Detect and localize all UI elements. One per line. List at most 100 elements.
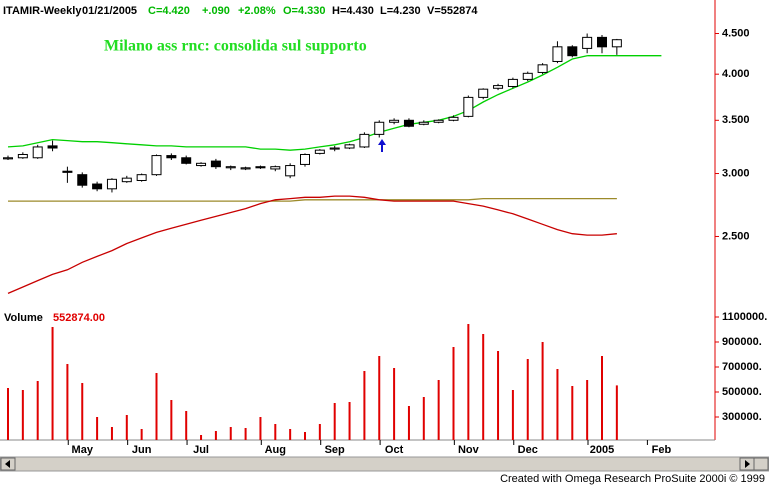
- candle-body: [493, 85, 504, 89]
- header-change: +.090: [202, 5, 230, 17]
- volume-bar: [601, 356, 603, 440]
- y-tick-label: 4.000: [722, 68, 750, 80]
- candle-body: [77, 174, 88, 186]
- volume-bar: [541, 342, 544, 440]
- candle-body: [151, 155, 162, 176]
- volume-bar: [497, 351, 500, 440]
- candle-body: [92, 183, 103, 190]
- y-tick-label: 900000.: [722, 336, 762, 348]
- candle-body: [389, 119, 400, 123]
- footer: Created with Omega Research ProSuite 200…: [500, 473, 765, 485]
- candle-body: [403, 119, 414, 127]
- candle-body: [597, 36, 607, 48]
- y-tick-label: 4.500: [722, 27, 750, 39]
- candle-body: [106, 178, 117, 190]
- candle-body: [537, 64, 548, 73]
- candle-body: [359, 133, 370, 148]
- candle-body: [166, 155, 177, 159]
- candle-body: [522, 72, 533, 80]
- volume-bar: [407, 406, 410, 440]
- volume-bar: [363, 371, 366, 440]
- candle-body: [47, 145, 58, 149]
- candle-body: [121, 177, 132, 183]
- volume-bar: [571, 386, 574, 440]
- candle-body: [17, 153, 28, 159]
- header-volume: V=552874: [427, 5, 478, 17]
- scrollbar[interactable]: [0, 456, 769, 472]
- y-tick-label: 3.500: [722, 114, 750, 126]
- candle-body: [582, 36, 593, 49]
- volume-bar: [348, 402, 351, 440]
- volume-bar: [259, 417, 262, 440]
- volume-bar: [214, 431, 217, 440]
- volume-bar: [452, 347, 455, 440]
- candle-body: [270, 166, 281, 170]
- candle-body: [374, 121, 385, 135]
- x-tick-label: Jul: [193, 444, 209, 456]
- candle-body: [255, 166, 266, 169]
- x-tick-label: Oct: [385, 444, 404, 456]
- volume-bar: [244, 428, 247, 440]
- support-arrow: [378, 139, 386, 152]
- y-tick-label: 700000.: [722, 361, 762, 373]
- y-tick-label: 300000.: [722, 411, 762, 423]
- volume-bar: [140, 429, 143, 440]
- candle-body: [32, 146, 43, 159]
- volume-value: 552874.00: [53, 312, 105, 324]
- x-tick-label: Dec: [518, 444, 538, 456]
- y-tick-label: 2.500: [722, 230, 750, 242]
- volume-bar: [304, 432, 306, 440]
- volume-bar: [511, 390, 514, 440]
- candle-body: [196, 162, 207, 167]
- candle-body: [181, 157, 192, 164]
- header-symbol: ITAMIR-Weekly: [3, 5, 82, 17]
- y-tick-label: 3.000: [722, 167, 750, 179]
- annotation: Milano ass rnc: consolida sul supporto: [104, 38, 367, 55]
- candle-body: [300, 153, 310, 165]
- header-close: C=4.420: [148, 5, 190, 17]
- candle-body: [344, 144, 355, 149]
- header-pct: +2.08%: [238, 5, 276, 17]
- header-open: O=4.330: [283, 5, 326, 17]
- candle-body: [507, 78, 518, 87]
- x-tick-label: Aug: [265, 444, 286, 456]
- volume-title: Volume: [4, 312, 43, 324]
- header-low: L=4.230: [380, 5, 421, 17]
- volume-bar: [586, 380, 589, 440]
- volume-bar: [333, 403, 336, 440]
- candle-body: [210, 160, 221, 168]
- x-tick-label: Sep: [325, 444, 345, 456]
- header-date: 01/21/2005: [82, 5, 137, 17]
- volume-bar: [229, 427, 232, 440]
- x-tick-label: May: [72, 444, 94, 456]
- volume-bar: [81, 383, 84, 440]
- volume-bar: [437, 380, 440, 440]
- volume-bar: [155, 373, 158, 440]
- volume-bar: [66, 364, 69, 440]
- candle-body: [433, 119, 444, 123]
- candle-body: [240, 167, 251, 170]
- y-tick-label: 500000.: [722, 386, 762, 398]
- volume-bar: [21, 390, 24, 440]
- volume-bar: [378, 356, 381, 440]
- volume-bar: [51, 327, 54, 440]
- candle-body: [463, 96, 474, 117]
- header-high: H=4.430: [332, 5, 374, 17]
- candle-body: [136, 174, 147, 181]
- volume-bar: [200, 435, 203, 440]
- volume-bar: [36, 381, 39, 440]
- y-tick-label: 1100000.: [722, 311, 767, 323]
- volume-bar: [556, 369, 559, 440]
- volume-bar: [274, 424, 277, 440]
- volume-bar: [170, 400, 173, 440]
- volume-bar: [615, 385, 618, 440]
- candle-body: [552, 46, 563, 62]
- candle-body: [418, 121, 429, 125]
- volume-bar: [526, 359, 529, 440]
- volume-bar: [7, 388, 9, 440]
- x-tick-label: Jun: [132, 444, 152, 456]
- x-tick-label: Feb: [652, 444, 672, 456]
- volume-bar: [96, 417, 99, 440]
- volume-bar: [185, 411, 188, 440]
